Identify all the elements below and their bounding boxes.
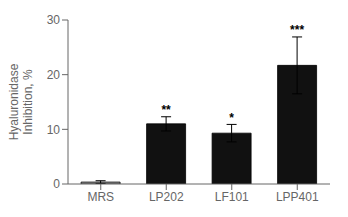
svg-text:10: 10 bbox=[47, 123, 61, 137]
svg-text:20: 20 bbox=[47, 68, 61, 82]
svg-text:30: 30 bbox=[47, 13, 61, 27]
svg-text:HyaluronidaseInhibition, %: HyaluronidaseInhibition, % bbox=[8, 63, 35, 140]
svg-text:LP202: LP202 bbox=[149, 190, 184, 204]
svg-text:MRS: MRS bbox=[87, 190, 114, 204]
svg-text:***: *** bbox=[290, 23, 304, 37]
svg-text:**: ** bbox=[161, 103, 171, 117]
svg-text:LF101: LF101 bbox=[215, 190, 249, 204]
svg-text:LPP401: LPP401 bbox=[276, 190, 319, 204]
svg-text:*: * bbox=[229, 111, 234, 125]
svg-text:0: 0 bbox=[53, 177, 60, 191]
